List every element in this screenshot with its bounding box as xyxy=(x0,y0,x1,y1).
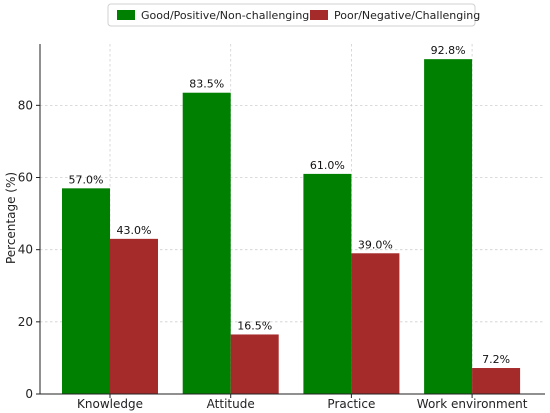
legend-swatch xyxy=(310,10,328,20)
bar-value-label: 7.2% xyxy=(482,353,510,366)
bar-poor xyxy=(472,368,521,394)
legend-label: Poor/Negative/Challenging xyxy=(334,9,480,22)
legend: Good/Positive/Non-challenging Poor/Negati… xyxy=(107,3,480,27)
bar-value-label: 43.0% xyxy=(117,224,152,237)
bar-good xyxy=(303,173,352,394)
axes-layer: 0 20 40 60 80 Knowledge Attitude Practice Work e… xyxy=(18,44,545,411)
bar-value-label: 57.0% xyxy=(69,173,104,186)
bar-value-label: 61.0% xyxy=(310,159,345,172)
legend-box xyxy=(107,3,476,27)
x-tick-label: Attitude xyxy=(207,397,255,411)
bar-value-label: 92.8% xyxy=(431,44,466,57)
bar-value-label: 39.0% xyxy=(358,238,393,251)
bar-good xyxy=(424,59,473,395)
legend-swatch xyxy=(117,10,135,20)
x-tick-label: Practice xyxy=(327,397,375,411)
y-tick-label: 60 xyxy=(18,171,33,185)
bar-value-label: 16.5% xyxy=(237,319,272,332)
bars-layer xyxy=(62,59,521,395)
y-tick-label: 0 xyxy=(25,387,33,401)
data-labels-layer: 57.0% 83.5% 61.0% 92.8% 43.0% 16.5% 39.0% 7.2% xyxy=(69,44,511,366)
bar-value-label: 83.5% xyxy=(189,78,224,91)
bar-poor xyxy=(351,253,400,394)
y-tick-label: 20 xyxy=(18,315,33,329)
legend-label: Good/Positive/Non-challenging xyxy=(141,9,309,22)
x-tick-label: Knowledge xyxy=(77,397,143,411)
bar-poor xyxy=(110,238,158,394)
x-tick-label: Work environment xyxy=(417,397,528,411)
bar-good xyxy=(62,188,110,394)
y-tick-label: 40 xyxy=(18,243,33,257)
y-tick-label: 80 xyxy=(18,98,33,112)
bar-good xyxy=(182,92,231,395)
bar-poor xyxy=(230,334,279,394)
y-axis-title: Percentage (%) xyxy=(4,172,18,264)
